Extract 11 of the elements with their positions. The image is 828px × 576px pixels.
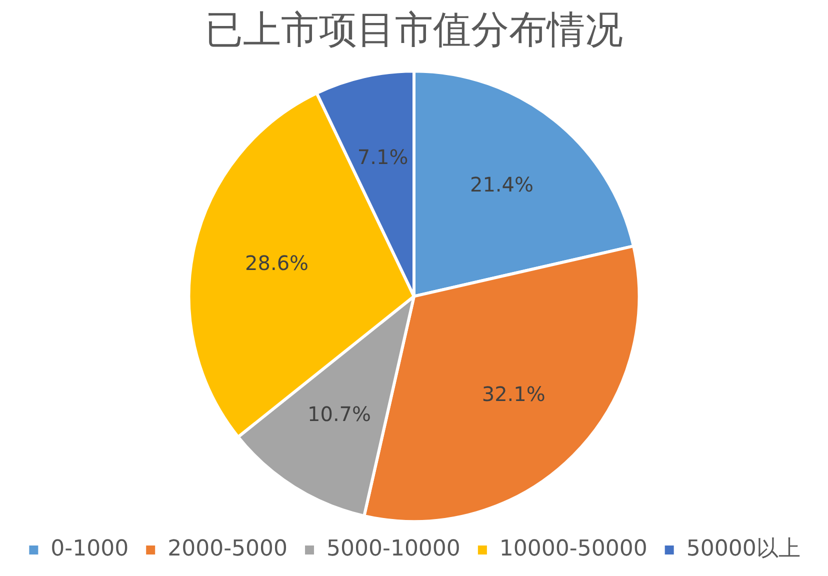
legend-label: 5000-10000	[326, 536, 460, 562]
legend-label: 2000-5000	[168, 536, 288, 562]
data-label: 10.7%	[307, 402, 372, 426]
data-label: 7.1%	[357, 145, 408, 170]
data-label: 21.4%	[470, 172, 534, 196]
legend-label: 0-1000	[50, 536, 129, 562]
data-label: 28.6%	[245, 251, 309, 276]
legend-label: 10000-50000	[499, 536, 648, 562]
data-label: 32.1%	[482, 382, 546, 406]
legend-label: 50000以上	[686, 536, 800, 562]
chart-title: 已上市项目市值分布情况	[205, 8, 623, 52]
